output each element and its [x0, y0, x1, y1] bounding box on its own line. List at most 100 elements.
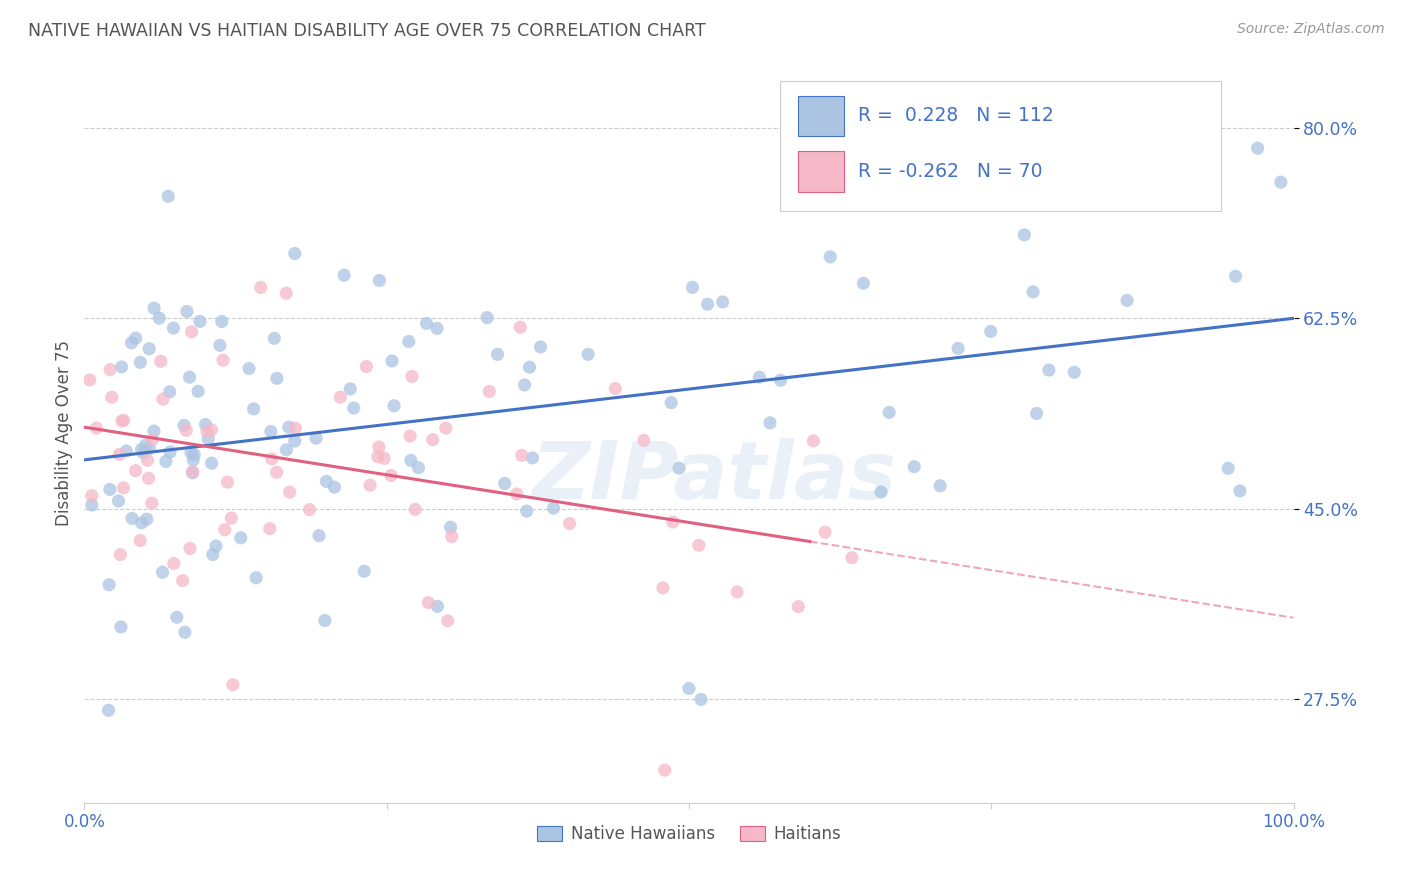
Point: [367, 440, 389, 454]
Point: [200, 423, 222, 437]
Point: [131, 516, 153, 530]
Point: [176, 304, 198, 318]
Point: [522, 450, 544, 465]
Point: [242, 401, 264, 416]
Point: [678, 681, 700, 696]
Point: [478, 384, 501, 399]
Point: [266, 371, 288, 385]
Point: [217, 475, 239, 489]
Point: [980, 325, 1002, 339]
Point: [662, 515, 685, 529]
Point: [408, 460, 430, 475]
Point: [155, 454, 177, 468]
Point: [633, 434, 655, 448]
Point: [276, 442, 298, 457]
Point: [181, 466, 204, 480]
Point: [152, 392, 174, 406]
Point: [263, 331, 285, 345]
Point: [121, 511, 143, 525]
Point: [769, 373, 792, 387]
Point: [143, 301, 166, 316]
Point: [1270, 175, 1292, 189]
Point: [142, 424, 165, 438]
Point: [132, 446, 155, 460]
Point: [284, 434, 307, 448]
Point: [696, 297, 718, 311]
Point: [373, 451, 395, 466]
Point: [946, 342, 969, 356]
Point: [278, 485, 301, 500]
Point: [125, 331, 148, 345]
Point: [101, 390, 124, 404]
Point: [86, 421, 108, 435]
Point: [179, 541, 201, 556]
Point: [138, 471, 160, 485]
Point: [277, 420, 299, 434]
Point: [115, 444, 138, 458]
Point: [1225, 269, 1247, 284]
Text: Source: ZipAtlas.com: Source: ZipAtlas.com: [1237, 22, 1385, 37]
Point: [129, 533, 152, 548]
Point: [510, 448, 533, 462]
Point: [129, 355, 152, 369]
Point: [284, 246, 307, 260]
Point: [149, 354, 172, 368]
Point: [229, 531, 252, 545]
Point: [266, 465, 288, 479]
Point: [136, 453, 159, 467]
Point: [111, 359, 134, 374]
Point: [803, 434, 825, 448]
Point: [852, 277, 875, 291]
Point: [173, 418, 195, 433]
Point: [245, 571, 267, 585]
Point: [111, 414, 134, 428]
Point: [659, 395, 682, 409]
Point: [298, 502, 321, 516]
Point: [475, 310, 498, 325]
Point: [356, 359, 378, 374]
Point: [787, 599, 810, 614]
Point: [205, 539, 228, 553]
Point: [197, 432, 219, 446]
Point: [668, 461, 690, 475]
Point: [121, 335, 143, 350]
Point: [183, 447, 205, 461]
Point: [238, 361, 260, 376]
Point: [157, 189, 180, 203]
Point: [162, 321, 184, 335]
Point: [841, 550, 863, 565]
Point: [711, 294, 734, 309]
Point: [159, 384, 181, 399]
Point: [725, 585, 748, 599]
FancyBboxPatch shape: [780, 81, 1220, 211]
Point: [179, 370, 201, 384]
Point: [516, 504, 538, 518]
Point: [141, 496, 163, 510]
Point: [506, 487, 529, 501]
Point: [174, 423, 197, 437]
Point: [181, 453, 204, 467]
Text: R =  0.228   N = 112: R = 0.228 N = 112: [858, 106, 1054, 125]
Point: [1063, 365, 1085, 379]
Text: NATIVE HAWAIIAN VS HAITIAN DISABILITY AGE OVER 75 CORRELATION CHART: NATIVE HAWAIIAN VS HAITIAN DISABILITY AG…: [28, 22, 706, 40]
Point: [494, 476, 516, 491]
Text: ZIPatlas: ZIPatlas: [530, 438, 896, 516]
Point: [188, 314, 211, 328]
Point: [214, 523, 236, 537]
Point: [97, 703, 120, 717]
Point: [870, 485, 893, 500]
Point: [138, 342, 160, 356]
Point: [513, 378, 536, 392]
Point: [195, 425, 218, 439]
Point: [929, 479, 952, 493]
Point: [166, 610, 188, 624]
Point: [605, 382, 627, 396]
Text: R = -0.262   N = 70: R = -0.262 N = 70: [858, 161, 1043, 181]
Point: [174, 625, 197, 640]
Point: [305, 431, 328, 445]
Point: [315, 475, 337, 489]
Point: [159, 445, 181, 459]
Point: [260, 452, 283, 467]
FancyBboxPatch shape: [797, 95, 844, 136]
Point: [98, 483, 121, 497]
